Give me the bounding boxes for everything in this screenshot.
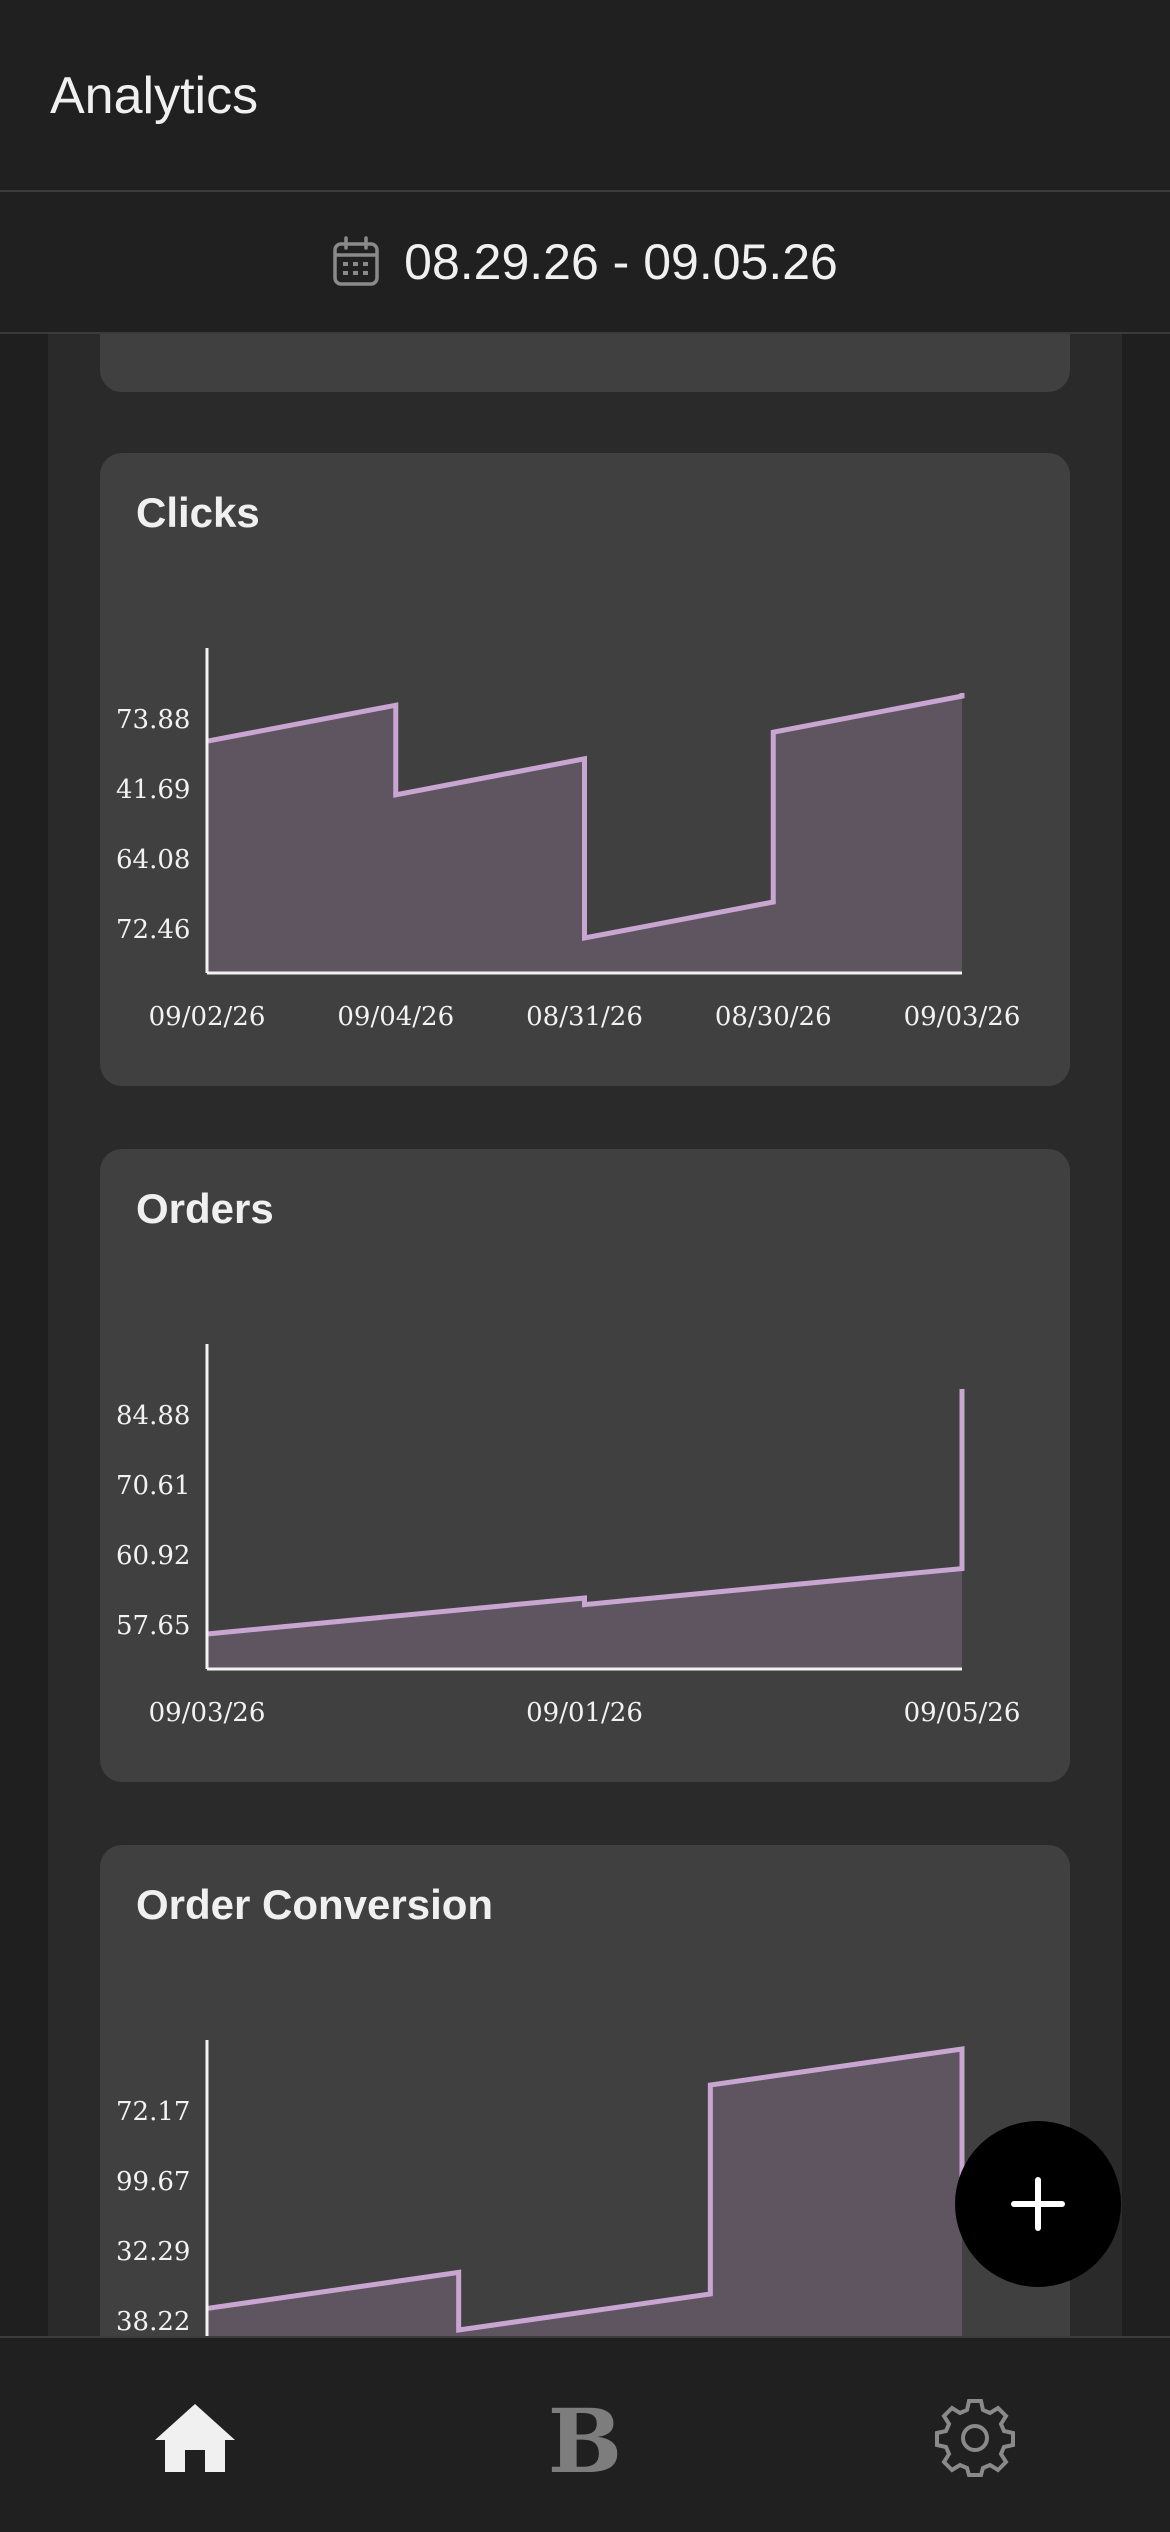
plus-icon <box>1011 2177 1065 2231</box>
y-tick-label: 57.65 <box>116 1611 190 1641</box>
x-tick-label: 08/31/26 <box>526 1002 643 1032</box>
x-tick-label: 09/03/26 <box>149 1698 266 1728</box>
y-tick-label: 60.92 <box>116 1541 190 1571</box>
series-line <box>206 2046 965 2333</box>
home-icon <box>155 2404 235 2472</box>
y-tick-label: 41.69 <box>116 775 190 805</box>
y-tick-label: 99.67 <box>116 2167 190 2197</box>
date-range-selector[interactable]: 08.29.26 - 09.05.26 <box>0 192 1170 334</box>
y-tick-label: 32.29 <box>116 2237 190 2267</box>
app-header: Analytics <box>0 0 1170 192</box>
nav-home[interactable] <box>145 2388 245 2488</box>
gear-icon <box>935 2399 1015 2477</box>
orders-card: Orders 84.88 70.61 60.92 57.65 09/03/26 09/01… <box>100 1149 1070 1782</box>
date-range-label: 08.29.26 - 09.05.26 <box>404 234 838 290</box>
bottom-navigation: B <box>0 2336 1170 2532</box>
clicks-title: Clicks <box>136 489 260 536</box>
page-title: Analytics <box>50 67 259 125</box>
add-button[interactable] <box>955 2121 1121 2287</box>
y-tick-label: 38.22 <box>116 2307 190 2336</box>
previous-card <box>100 334 1070 392</box>
orders-chart: 84.88 70.61 60.92 57.65 09/03/26 09/01/26 09/0… <box>116 1344 1021 1728</box>
x-tick-label: 08/30/26 <box>715 1002 832 1032</box>
order-conversion-card: Order Conversion 72.1799.6732.2938.2233.… <box>100 1845 1070 2336</box>
svg-text:B: B <box>548 2396 622 2480</box>
series-line <box>206 693 965 942</box>
y-tick-label: 72.46 <box>116 915 190 945</box>
area-fill <box>207 2049 962 2336</box>
x-tick-label: 09/04/26 <box>337 1002 454 1032</box>
y-tick-label: 84.88 <box>116 1401 190 1431</box>
clicks-card: Clicks 73.88 41.69 64.08 72.46 09/02/26 09/04… <box>100 453 1070 1086</box>
order-conversion-title: Order Conversion <box>136 1881 494 1928</box>
clicks-chart: 73.88 41.69 64.08 72.46 09/02/26 09/04/26 08/3… <box>116 648 1021 1032</box>
x-tick-label: 09/03/26 <box>904 1002 1021 1032</box>
y-tick-label: 72.17 <box>116 2097 190 2127</box>
series-line <box>206 1389 965 1637</box>
x-tick-label: 09/05/26 <box>904 1698 1021 1728</box>
nav-brand[interactable]: B <box>535 2388 635 2488</box>
calendar-icon <box>333 236 379 286</box>
y-tick-label: 73.88 <box>116 705 190 735</box>
area-fill <box>207 1389 962 1669</box>
analytics-scroll-area[interactable]: Clicks 73.88 41.69 64.08 72.46 09/02/26 09/04… <box>48 334 1122 2336</box>
y-tick-label: 70.61 <box>116 1471 190 1501</box>
x-tick-label: 09/02/26 <box>149 1002 266 1032</box>
y-tick-label: 64.08 <box>116 845 190 875</box>
nav-settings[interactable] <box>925 2388 1025 2488</box>
b-logo-icon: B <box>548 2396 622 2480</box>
x-tick-label: 09/01/26 <box>526 1698 643 1728</box>
orders-title: Orders <box>136 1185 274 1232</box>
